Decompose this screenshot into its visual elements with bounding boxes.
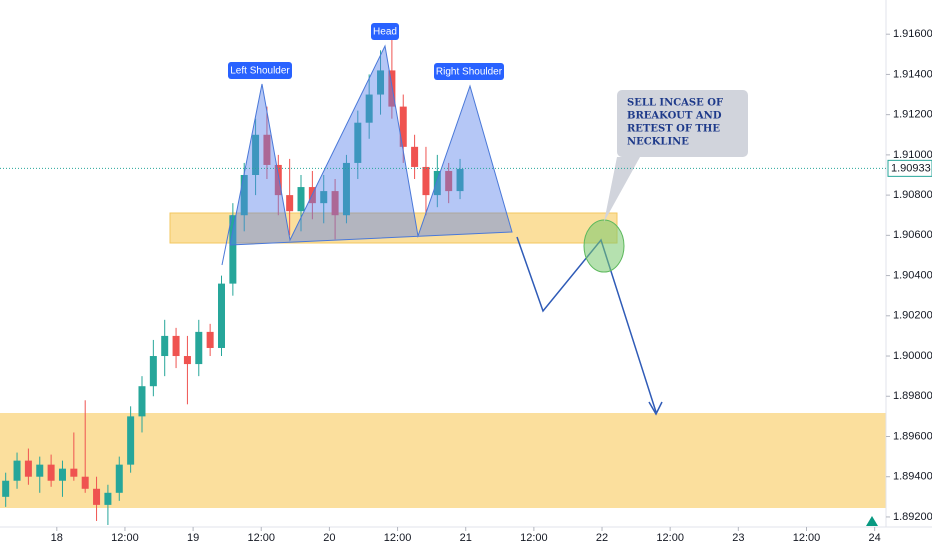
candle-body (331, 191, 339, 216)
candle-body (399, 106, 407, 147)
last-price-box (887, 159, 932, 177)
y-tick-label: 1.89200 (893, 511, 932, 523)
callout-box (617, 90, 748, 157)
last-price-label: 1.90933 (891, 162, 931, 174)
candles (2, 30, 464, 525)
note-line: SELL INCASE OF (627, 98, 723, 109)
candle-body (206, 331, 214, 348)
candle-body (411, 146, 419, 167)
candle-body (70, 468, 78, 477)
x-tick-label: 18 (51, 532, 63, 544)
x-tick-label: 12:00 (793, 532, 821, 544)
y-tick-label: 1.91000 (893, 149, 932, 161)
arrow-head (648, 401, 663, 416)
label-box (371, 23, 399, 40)
candle-body (433, 170, 441, 196)
candle-body (24, 460, 32, 477)
candle-body (104, 492, 112, 505)
candle-body (354, 122, 362, 163)
x-tick-label: 12:00 (656, 532, 684, 544)
right-shoulder-label: Right Shoulder (436, 67, 503, 78)
head-label: Head (373, 27, 397, 38)
y-tick-label: 1.90000 (893, 350, 932, 362)
candle-body (456, 168, 464, 192)
x-tick-label: 12:00 (247, 532, 275, 544)
candle-body (320, 191, 328, 204)
candle-body (81, 476, 89, 489)
note-line: RETEST OF THE (627, 124, 720, 135)
x-tick-label: 20 (323, 532, 335, 544)
x-tick-label: 19 (187, 532, 199, 544)
candle-body (138, 386, 146, 417)
candle-body (195, 331, 203, 365)
head-shoulders-pattern (229, 44, 513, 246)
y-tick-label: 1.90800 (893, 189, 932, 201)
x-tick-label: 12:00 (520, 532, 548, 544)
callout-pointer (604, 157, 640, 222)
y-tick-label: 1.89800 (893, 390, 932, 402)
candle-body (36, 464, 44, 477)
candle-body (229, 215, 237, 284)
x-tick-label: 23 (732, 532, 744, 544)
candle-body (149, 356, 157, 387)
candle-body (297, 187, 305, 212)
marker-icon (866, 516, 878, 526)
candle-body (263, 134, 271, 165)
y-tick-label: 1.89400 (893, 471, 932, 483)
note-line: BREAKOUT AND (627, 111, 722, 122)
y-tick-label: 1.90200 (893, 310, 932, 322)
candle-body (218, 283, 225, 348)
candle-body (115, 464, 123, 493)
candle-body (286, 195, 294, 212)
pattern-edge (221, 214, 233, 266)
candle-body (445, 170, 453, 192)
x-tick-label: 12:00 (384, 532, 412, 544)
candle-body (58, 468, 66, 481)
y-tick-label: 1.90600 (893, 229, 932, 241)
note-line: NECKLINE (627, 137, 689, 148)
y-tick-label: 1.89600 (893, 430, 932, 442)
candle-body (422, 166, 430, 196)
y-tick-label: 1.91600 (893, 28, 932, 40)
x-tick-label: 21 (460, 532, 472, 544)
candle-body (172, 335, 180, 357)
candle-body (274, 164, 282, 196)
support-zone (0, 413, 886, 508)
projection-path (516, 236, 657, 413)
x-tick-label: 12:00 (111, 532, 139, 544)
candle-body (183, 356, 191, 365)
y-tick-label: 1.90400 (893, 269, 932, 281)
label-box (434, 63, 504, 80)
candle-body (13, 460, 21, 481)
candle-body (240, 174, 248, 216)
candle-body (252, 134, 260, 175)
label-box (228, 62, 292, 79)
candle-body (377, 70, 385, 95)
candle-body (47, 464, 55, 481)
left-shoulder-label: Left Shoulder (230, 66, 290, 77)
y-tick-label: 1.91400 (893, 68, 932, 80)
y-tick-label: 1.91200 (893, 109, 932, 121)
candle-body (365, 94, 373, 123)
candle-body (161, 335, 169, 357)
x-tick-label: 24 (869, 532, 881, 544)
candle-body (342, 162, 350, 216)
candle-body (127, 416, 135, 465)
candle-body (2, 480, 10, 497)
candle-body (93, 488, 101, 505)
retest-marker (583, 219, 625, 273)
x-tick-label: 22 (596, 532, 608, 544)
